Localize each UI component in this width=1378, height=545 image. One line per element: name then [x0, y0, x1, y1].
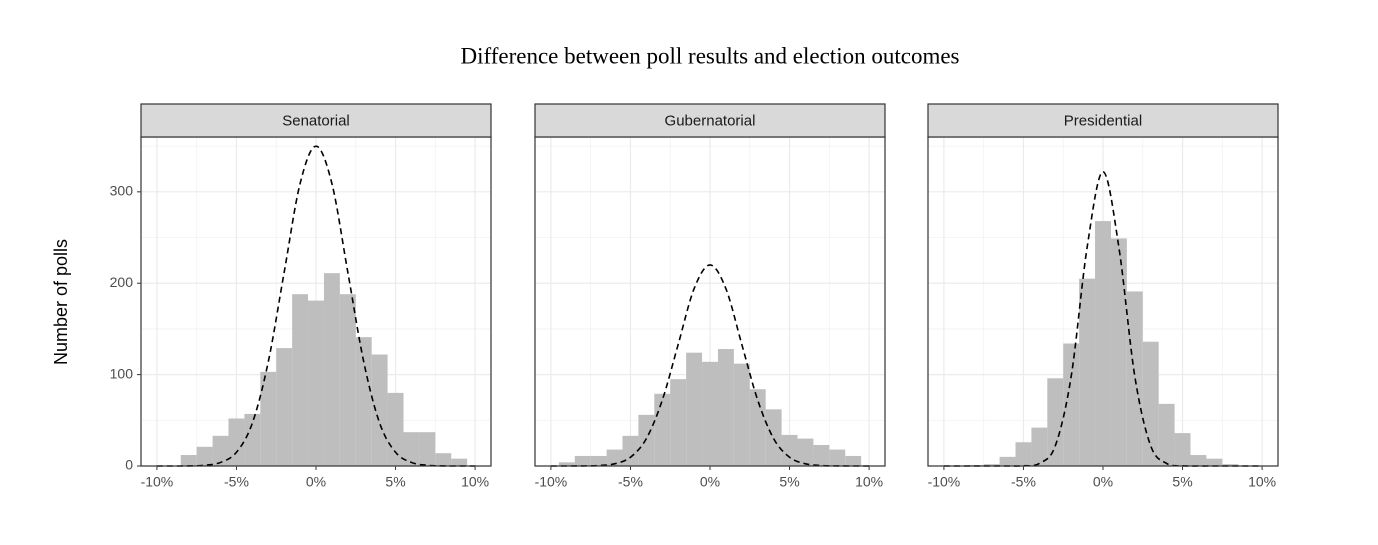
- x-tick-label: 5%: [385, 474, 405, 490]
- bar: [638, 414, 655, 466]
- bar: [276, 348, 293, 466]
- bar: [228, 418, 245, 466]
- density-curve: [156, 145, 476, 467]
- bar: [1142, 341, 1159, 466]
- bar: [403, 432, 420, 466]
- bar: [983, 464, 1000, 466]
- bar: [829, 449, 846, 466]
- x-tick-label: 10%: [1248, 474, 1276, 490]
- y-axis-label: Number of polls: [51, 239, 71, 365]
- bar: [1015, 442, 1032, 466]
- strip-background: [534, 103, 886, 138]
- x-tick-label: 0%: [700, 474, 720, 490]
- bar: [1031, 427, 1048, 466]
- chart-title: Difference between poll results and elec…: [460, 43, 959, 68]
- bar: [1063, 343, 1080, 466]
- bar: [308, 300, 324, 466]
- bar: [1174, 433, 1191, 466]
- x-tick-label: -10%: [535, 474, 568, 490]
- bar: [813, 444, 830, 466]
- bar: [435, 453, 452, 466]
- bar: [606, 449, 623, 466]
- x-tick-label: -5%: [224, 474, 249, 490]
- bar: [558, 462, 575, 466]
- bar: [797, 438, 814, 466]
- bar: [1158, 403, 1175, 466]
- bar: [339, 294, 356, 466]
- bar: [387, 392, 404, 466]
- bar: [781, 434, 798, 466]
- bar: [292, 294, 309, 466]
- x-tick-label: -5%: [1011, 474, 1036, 490]
- bar: [1047, 378, 1064, 466]
- bar: [999, 456, 1016, 466]
- bar: [765, 409, 782, 466]
- density-curve: [550, 264, 870, 467]
- x-tick-label: 5%: [779, 474, 799, 490]
- bar: [717, 349, 734, 466]
- bar: [323, 273, 340, 466]
- bar: [180, 455, 197, 466]
- y-tick-label: 300: [110, 183, 134, 199]
- bar: [212, 435, 229, 466]
- x-tick-label: 0%: [306, 474, 326, 490]
- bar: [196, 446, 213, 466]
- y-tick-label: 100: [110, 365, 134, 381]
- strip-background: [140, 103, 492, 138]
- bar: [419, 432, 436, 466]
- x-tick-label: 0%: [1093, 474, 1113, 490]
- bar: [451, 458, 468, 466]
- x-tick-label: 10%: [461, 474, 489, 490]
- bar: [1110, 238, 1127, 466]
- bar: [1222, 464, 1239, 466]
- x-tick-label: 5%: [1172, 474, 1192, 490]
- bar: [749, 389, 766, 466]
- x-tick-label: 10%: [855, 474, 883, 490]
- bar: [622, 435, 639, 466]
- bar: [686, 352, 703, 466]
- x-tick-label: -10%: [141, 474, 174, 490]
- bar: [1190, 455, 1207, 466]
- bar: [654, 393, 671, 466]
- bar: [1206, 458, 1223, 466]
- bar: [590, 455, 607, 466]
- x-tick-label: -10%: [928, 474, 961, 490]
- bar: [244, 413, 261, 466]
- bar: [1079, 278, 1096, 466]
- y-tick-label: 0: [125, 457, 133, 473]
- strip-label: Presidential: [1064, 112, 1142, 129]
- bar: [260, 371, 277, 466]
- y-tick-label: 200: [110, 274, 134, 290]
- bar: [1095, 221, 1111, 466]
- x-tick-label: -5%: [618, 474, 643, 490]
- bar: [702, 361, 718, 466]
- bar: [670, 379, 687, 466]
- strip-background: [927, 103, 1279, 138]
- strip-label: Senatorial: [282, 112, 350, 129]
- bar: [733, 363, 750, 466]
- strip-label: Gubernatorial: [665, 112, 756, 129]
- bar: [845, 455, 862, 466]
- bar: [355, 337, 372, 466]
- bar: [574, 455, 591, 466]
- bar: [371, 354, 388, 466]
